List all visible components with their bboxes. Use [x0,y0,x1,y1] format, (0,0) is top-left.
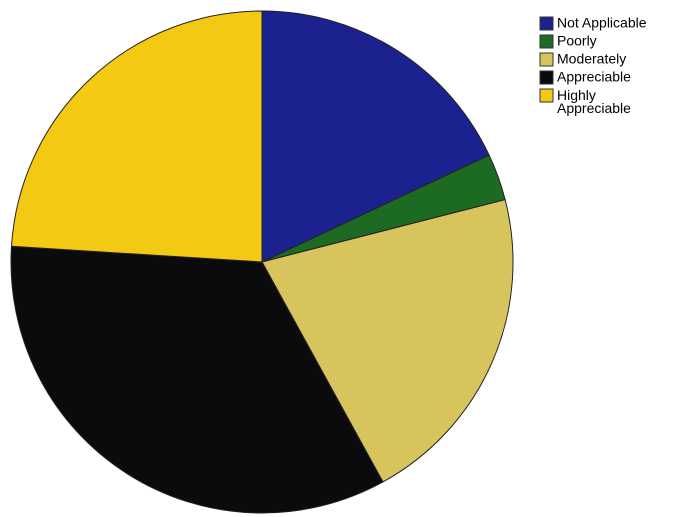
legend-swatch [539,70,554,85]
legend-label: Appreciable [557,69,631,85]
pie-slice [10,245,384,514]
legend-swatch [539,88,554,103]
legend-label: Moderately [557,51,626,67]
legend-label: Poorly [557,33,597,49]
pie-slice [261,10,490,263]
pie-slice [261,198,514,483]
pie-slice [10,10,263,263]
legend-label: Highly Appreciable [557,87,631,116]
legend-swatch [539,16,554,31]
legend-label: Not Applicable [557,15,647,31]
legend-swatch [539,52,554,67]
legend-swatch [539,34,554,49]
